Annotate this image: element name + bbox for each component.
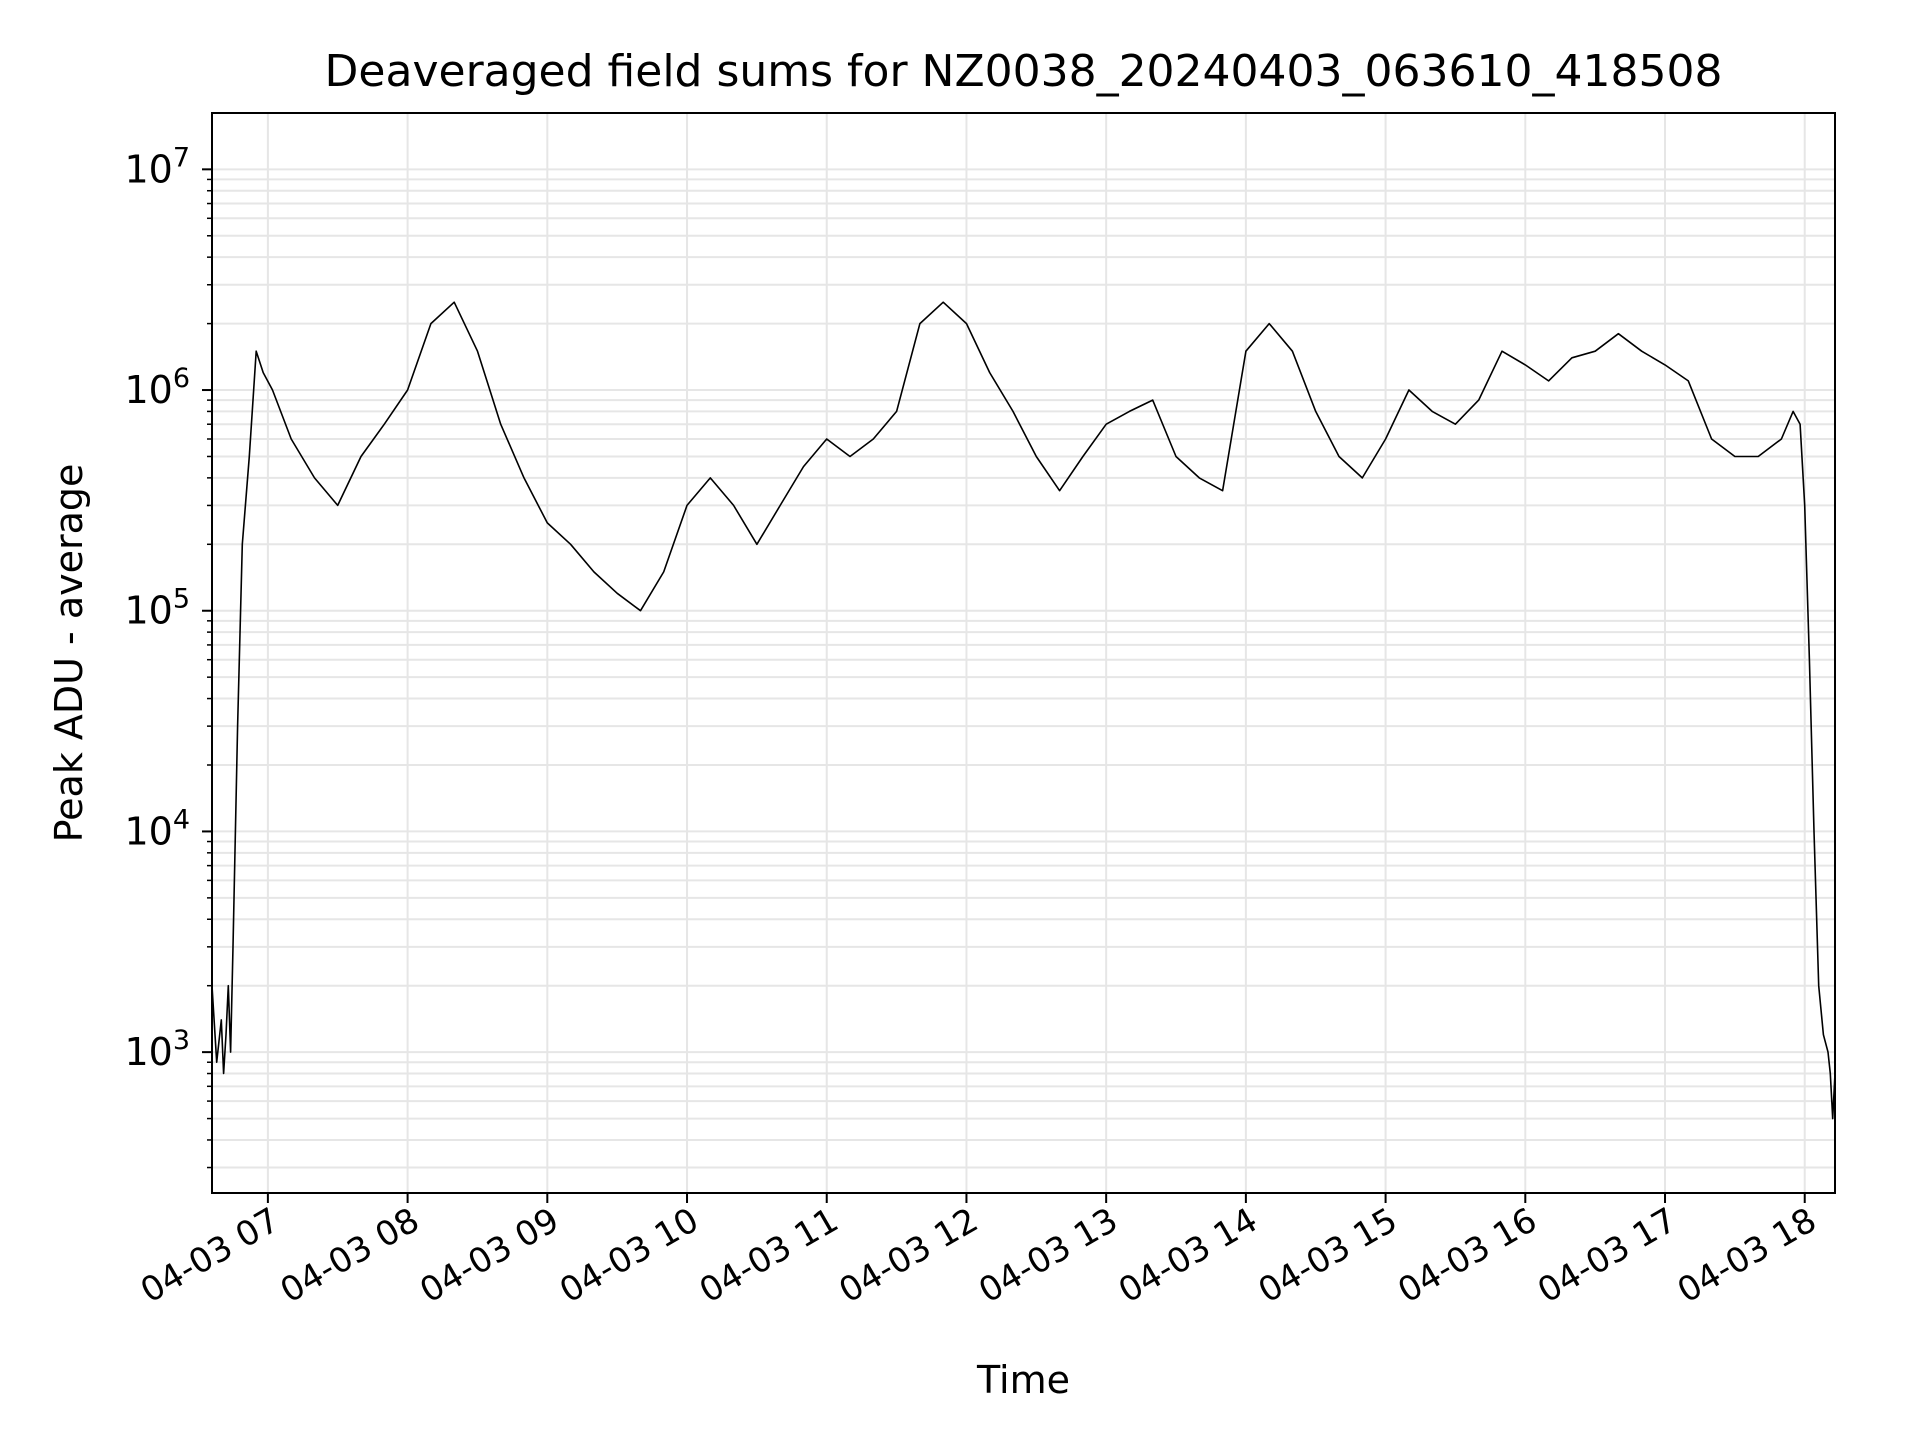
y-tick-label: 103 [124,1025,190,1074]
x-tick-label: 04-03 15 [1252,1200,1404,1311]
x-tick-label: 04-03 09 [413,1200,565,1311]
chart-title: Deaveraged field sums for NZ0038_2024040… [325,46,1723,97]
y-tick-label: 105 [124,584,190,633]
series-line [211,301,1836,1120]
grid-lines [212,113,1835,1193]
x-tick-label: 04-03 17 [1531,1200,1683,1311]
x-tick-label: 04-03 13 [972,1200,1124,1311]
x-tick-label: 04-03 10 [553,1200,705,1311]
x-tick-label: 04-03 12 [833,1200,985,1311]
x-tick-label: 04-03 08 [274,1200,426,1311]
y-tick-label: 107 [124,142,190,191]
y-tick-label: 106 [124,363,190,412]
series-layer [211,301,1836,1120]
x-tick-label: 04-03 18 [1671,1200,1823,1311]
x-tick-label: 04-03 16 [1391,1200,1543,1311]
y-axis-label: Peak ADU - average [47,464,91,843]
x-tick-label: 04-03 11 [693,1200,845,1311]
x-tick-label: 04-03 07 [134,1200,286,1311]
y-tick-label: 104 [124,804,190,853]
x-tick-label: 04-03 14 [1112,1200,1264,1311]
x-axis-label: Time [976,1358,1070,1402]
plot-frame [211,112,1836,1194]
